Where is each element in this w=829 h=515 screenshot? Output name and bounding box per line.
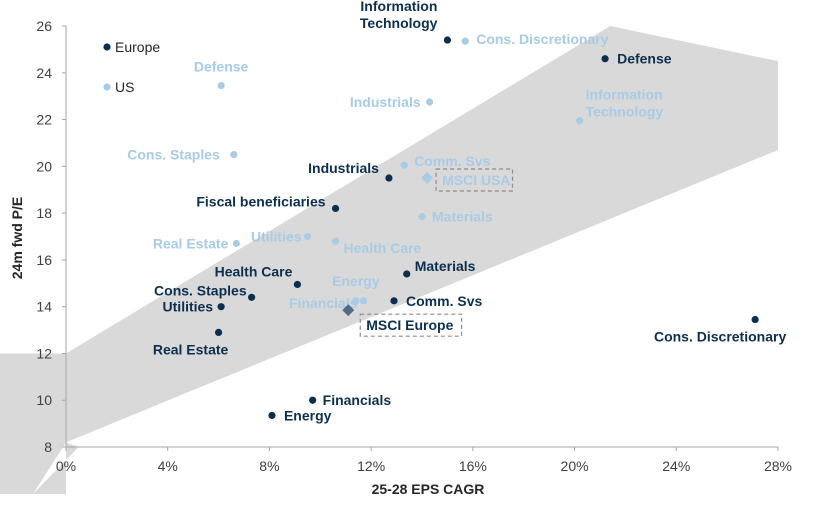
europe-point-materials — [403, 270, 411, 278]
europe-label-financials: Financials — [323, 392, 392, 408]
x-tick-label: 12% — [357, 458, 385, 474]
europe-label-cons-staples: Cons. Staples — [154, 282, 247, 298]
us-label-materials: Materials — [432, 209, 493, 225]
y-tick-label: 18 — [36, 205, 52, 221]
axes: 8 10 12 14 16 18 20 22 24 26 0% 4% 8% 12% 16% 20% 24% 28% — [36, 18, 792, 474]
benchmark-marker-msci-europe — [342, 304, 355, 317]
us-label-information-technology: Information Technology — [586, 87, 664, 120]
benchmark-label-msci-europe: MSCI Europe — [366, 317, 453, 333]
us-point-energy — [352, 297, 360, 305]
x-tick-label: 20% — [561, 458, 589, 474]
benchmark-box-msci-europe — [359, 313, 463, 337]
europe-point-real-estate — [214, 328, 223, 336]
europe-label-energy: Energy — [284, 407, 332, 423]
europe-point-cons-staples — [248, 293, 256, 301]
us-point-financials — [359, 297, 368, 305]
us-point-information-technology — [576, 117, 584, 125]
us-series: Cons. Discretionary Defense Industrials Inf… — [127, 31, 663, 311]
europe-point-cons-discretionary — [751, 315, 759, 324]
us-label-financials: Financials — [289, 295, 358, 311]
europe-label-real-estate: Real Estate — [153, 341, 229, 357]
europe-label-comm-svs: Comm. Svs — [406, 293, 482, 309]
legend-marker-europe — [103, 43, 111, 51]
y-tick-label: 16 — [36, 252, 52, 268]
y-tick-label: 14 — [36, 299, 52, 315]
us-point-utilities — [303, 232, 312, 241]
y-tick-label: 22 — [36, 112, 52, 128]
us-point-health-care — [331, 237, 340, 245]
us-label-real-estate: Real Estate — [153, 236, 229, 252]
europe-point-fiscal-beneficiaries — [331, 204, 340, 213]
europe-point-energy — [268, 411, 276, 420]
benchmark-box-msci-usa — [435, 168, 514, 192]
europe-label-materials: Materials — [415, 258, 476, 274]
x-tick-label: 8% — [259, 458, 279, 474]
europe-point-information-technology — [443, 36, 452, 44]
europe-label-industrials: Industrials — [308, 160, 379, 176]
europe-label-cons-discretionary: Cons. Discretionary — [654, 329, 786, 345]
europe-label-utilities: Utilities — [163, 299, 214, 315]
x-axis-title: 25-28 EPS CAGR — [372, 481, 485, 497]
us-label-energy: Energy — [332, 273, 380, 289]
europe-point-comm-svs — [390, 297, 398, 305]
y-tick-label: 24 — [36, 65, 52, 81]
x-tick-label: 4% — [158, 458, 178, 474]
x-tick-label: 28% — [764, 458, 792, 474]
y-tick-label: 12 — [36, 345, 52, 361]
europe-point-utilities — [217, 303, 225, 311]
benchmark-label-msci-usa: MSCI USA — [442, 172, 510, 188]
us-label-comm-svs: Comm. Svs — [414, 153, 490, 169]
x-tick-label: 0% — [56, 458, 76, 474]
us-label-health-care: Health Care — [344, 240, 422, 256]
us-label-defense: Defense — [194, 59, 249, 75]
us-label-industrials: Industrials — [350, 94, 421, 110]
us-point-defense — [217, 82, 225, 90]
valuation-band — [0, 26, 778, 494]
europe-point-financials — [309, 396, 317, 404]
band-area — [0, 26, 778, 443]
legend: Europe US — [103, 39, 160, 95]
us-point-comm-svs — [400, 161, 408, 169]
benchmark-marker-msci-usa — [421, 172, 434, 185]
legend-label-us: US — [115, 79, 134, 95]
us-point-cons-staples — [230, 151, 238, 159]
x-tick-label: 24% — [662, 458, 690, 474]
europe-label-defense: Defense — [617, 51, 672, 67]
us-point-materials — [418, 213, 426, 221]
europe-label-information-technology: Information Technology — [360, 0, 438, 31]
europe-point-industrials — [385, 174, 393, 182]
us-label-utilities: Utilities — [251, 229, 302, 245]
europe-label-health-care: Health Care — [215, 263, 293, 279]
us-label-cons-discretionary: Cons. Discretionary — [476, 31, 608, 47]
band-extension-lower — [32, 442, 79, 494]
legend-marker-us — [103, 83, 111, 91]
europe-label-fiscal-beneficiaries: Fiscal beneficiaries — [196, 193, 325, 209]
us-point-industrials — [426, 98, 434, 106]
band-extension — [0, 353, 66, 494]
y-axis-title: 24m fwd P/E — [9, 197, 25, 279]
benchmarks: MSCI USA MSCI Europe — [342, 168, 514, 337]
y-tick-label: 8 — [44, 439, 52, 455]
europe-series: Information Technology Defense Industrials F… — [153, 0, 787, 423]
y-tick-label: 26 — [36, 18, 52, 34]
y-tick-label: 10 — [36, 392, 52, 408]
us-point-real-estate — [232, 239, 240, 248]
x-tick-label: 16% — [459, 458, 487, 474]
europe-point-defense — [601, 55, 609, 63]
europe-point-health-care — [293, 280, 301, 289]
us-label-cons-staples: Cons. Staples — [127, 147, 220, 163]
legend-label-europe: Europe — [115, 39, 160, 55]
y-tick-label: 20 — [36, 158, 52, 174]
us-point-cons-discretionary — [461, 37, 469, 45]
